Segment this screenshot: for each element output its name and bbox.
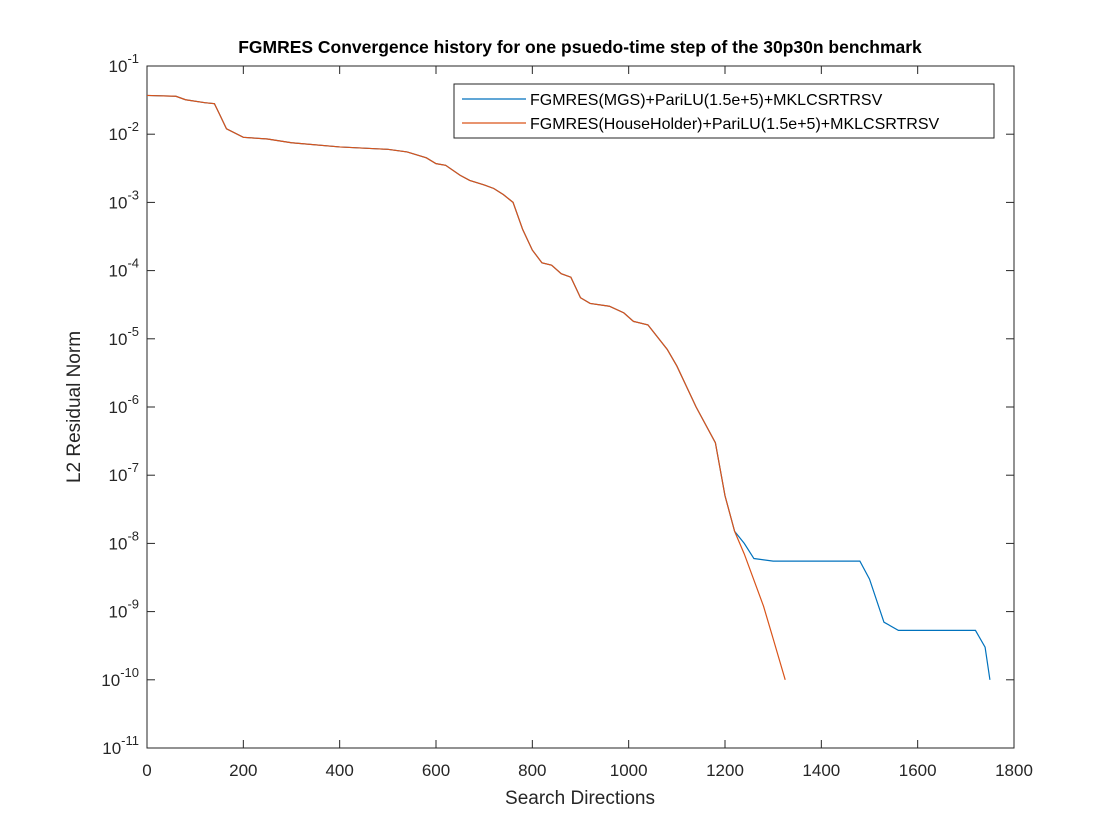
y-tick-label: 10-4 xyxy=(109,256,139,281)
x-tick-label: 1000 xyxy=(610,761,648,780)
x-tick-label: 1800 xyxy=(995,761,1033,780)
line-series xyxy=(146,94,786,680)
x-tick-label: 400 xyxy=(325,761,353,780)
x-tick-label: 0 xyxy=(142,761,151,780)
y-tick-label: 10-2 xyxy=(109,119,139,144)
x-tick-label: 200 xyxy=(229,761,257,780)
y-tick-label: 10-5 xyxy=(109,324,139,349)
y-tick-label: 10-6 xyxy=(109,392,139,417)
legend-label: FGMRES(MGS)+PariLU(1.5e+5)+MKLCSRTRSV xyxy=(530,92,883,109)
x-tick-label: 600 xyxy=(422,761,450,780)
x-tick-label: 1200 xyxy=(706,761,744,780)
x-tick-label: 1400 xyxy=(802,761,840,780)
x-tick-label: 800 xyxy=(518,761,546,780)
legend-box xyxy=(453,83,995,139)
y-tick-label: 10-9 xyxy=(109,597,139,622)
y-tick-label: 10-8 xyxy=(109,528,139,553)
x-tick-label: 1600 xyxy=(899,761,937,780)
y-axis-label: L2 Residual Norm xyxy=(64,331,85,483)
y-tick-label: 10-11 xyxy=(102,733,139,758)
legend-label: FGMRES(HouseHolder)+PariLU(1.5e+5)+MKLCS… xyxy=(530,116,940,133)
y-tick-label: 10-10 xyxy=(101,665,139,690)
chart-title: FGMRES Convergence history for one psued… xyxy=(238,37,922,57)
y-tick-label: 10-3 xyxy=(109,187,139,212)
plot-frame xyxy=(146,65,1015,749)
y-tick-label: 10-1 xyxy=(109,51,139,76)
x-axis-label: Search Directions xyxy=(505,788,655,809)
y-tick-label: 10-7 xyxy=(109,460,139,485)
